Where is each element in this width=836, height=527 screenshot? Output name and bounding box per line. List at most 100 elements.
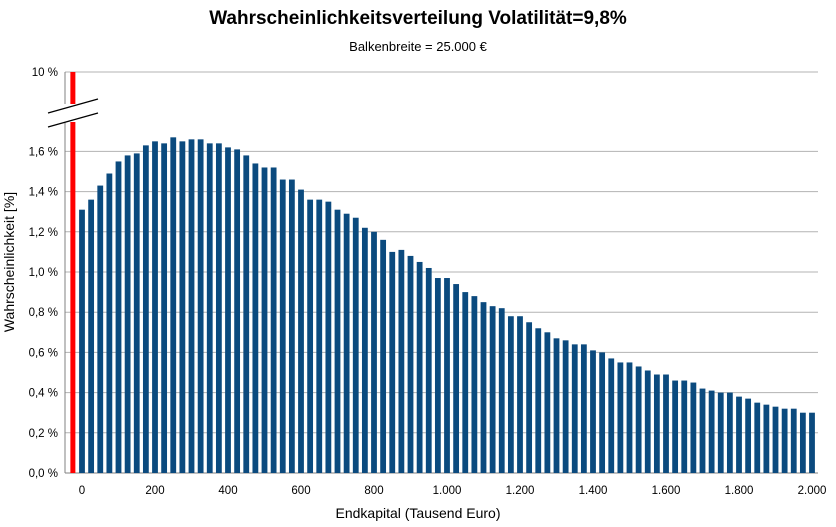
bar bbox=[316, 199, 323, 473]
axis-break-gap bbox=[46, 104, 106, 122]
bar bbox=[371, 231, 377, 473]
bar bbox=[161, 143, 168, 474]
bar bbox=[279, 179, 286, 474]
bar bbox=[471, 296, 478, 473]
x-tick-label: 1.200 bbox=[506, 485, 535, 497]
bar bbox=[325, 201, 332, 473]
bar bbox=[106, 173, 113, 473]
x-axis-label: Endkapital (Tausend Euro) bbox=[335, 505, 501, 521]
bar bbox=[644, 370, 651, 473]
bar bbox=[188, 139, 195, 473]
bar bbox=[799, 412, 806, 473]
bar bbox=[599, 352, 606, 473]
bar bbox=[754, 402, 761, 473]
bar bbox=[243, 155, 250, 474]
x-tick-label: 0 bbox=[79, 485, 85, 497]
bar bbox=[653, 374, 660, 473]
bar bbox=[170, 137, 177, 473]
x-tick-label: 1.000 bbox=[433, 485, 462, 497]
y-tick-label: 1,2 % bbox=[29, 227, 58, 239]
bar bbox=[590, 350, 596, 473]
bar bbox=[434, 278, 441, 473]
bar bbox=[809, 412, 815, 473]
bar bbox=[179, 141, 186, 473]
bar bbox=[361, 227, 368, 473]
bar bbox=[571, 344, 578, 473]
bar bbox=[398, 249, 405, 473]
bar bbox=[453, 284, 460, 473]
y-tick-label: 10 % bbox=[32, 67, 58, 79]
y-tick-label: 1,0 % bbox=[29, 267, 58, 279]
x-tick-label: 600 bbox=[291, 485, 310, 497]
bar bbox=[425, 267, 432, 473]
bar bbox=[124, 155, 131, 474]
bar bbox=[252, 163, 259, 473]
bar bbox=[298, 189, 304, 473]
bar bbox=[681, 380, 688, 473]
bar bbox=[234, 149, 241, 473]
bar bbox=[152, 141, 158, 473]
bar bbox=[699, 388, 706, 473]
x-tick-label: 200 bbox=[145, 485, 164, 497]
y-tick-label: 1,4 % bbox=[29, 187, 58, 199]
bar bbox=[79, 209, 85, 473]
y-tick-label: 0,0 % bbox=[29, 468, 58, 480]
y-tick-label: 0,4 % bbox=[29, 388, 58, 400]
bar bbox=[507, 316, 514, 473]
bar bbox=[617, 362, 624, 473]
bar bbox=[498, 308, 505, 473]
bar bbox=[745, 398, 752, 473]
bar bbox=[261, 167, 268, 474]
bar bbox=[380, 239, 387, 473]
bar bbox=[562, 340, 569, 473]
x-tick-label: 1.600 bbox=[652, 485, 681, 497]
axis-break-mark bbox=[47, 112, 99, 128]
bar bbox=[736, 396, 742, 473]
axis-break-mark bbox=[47, 98, 99, 114]
bar bbox=[416, 261, 423, 473]
bar bbox=[334, 209, 341, 473]
bar bbox=[790, 408, 797, 473]
bar bbox=[270, 167, 277, 474]
bar bbox=[635, 366, 642, 473]
bar bbox=[526, 322, 533, 473]
bar bbox=[544, 332, 551, 473]
bar bbox=[663, 374, 669, 473]
chart-title: Wahrscheinlichkeitsverteilung Volatilitä… bbox=[209, 8, 627, 29]
bar bbox=[517, 316, 523, 473]
bar bbox=[763, 404, 770, 473]
bar bbox=[389, 251, 396, 473]
bar bbox=[115, 161, 122, 473]
x-tick-label: 400 bbox=[218, 485, 237, 497]
bar bbox=[352, 217, 359, 473]
bar bbox=[343, 213, 350, 473]
y-tick-label: 0,8 % bbox=[29, 307, 58, 319]
bar bbox=[489, 306, 496, 473]
bar bbox=[781, 408, 788, 473]
bar bbox=[307, 199, 314, 473]
bar bbox=[580, 344, 587, 473]
bar bbox=[708, 390, 715, 473]
bar bbox=[206, 143, 213, 474]
bar bbox=[142, 145, 149, 473]
bar bbox=[626, 362, 633, 473]
x-tick-label: 1.800 bbox=[725, 485, 754, 497]
bar bbox=[225, 147, 231, 473]
bar bbox=[133, 153, 140, 473]
bar bbox=[772, 406, 779, 473]
x-tick-label: 1.400 bbox=[579, 485, 608, 497]
bar bbox=[444, 278, 450, 473]
x-tick-label: 800 bbox=[364, 485, 383, 497]
bar bbox=[215, 143, 222, 474]
bar bbox=[97, 185, 104, 473]
bar bbox=[88, 199, 95, 473]
chart-subtitle: Balkenbreite = 25.000 € bbox=[349, 39, 487, 54]
y-tick-label: 0,2 % bbox=[29, 428, 58, 440]
x-tick-label: 2.000 bbox=[798, 485, 827, 497]
bar bbox=[462, 292, 469, 473]
bar bbox=[407, 255, 414, 473]
bar bbox=[726, 392, 733, 473]
bar bbox=[480, 302, 487, 473]
y-tick-label: 0,6 % bbox=[29, 347, 58, 359]
